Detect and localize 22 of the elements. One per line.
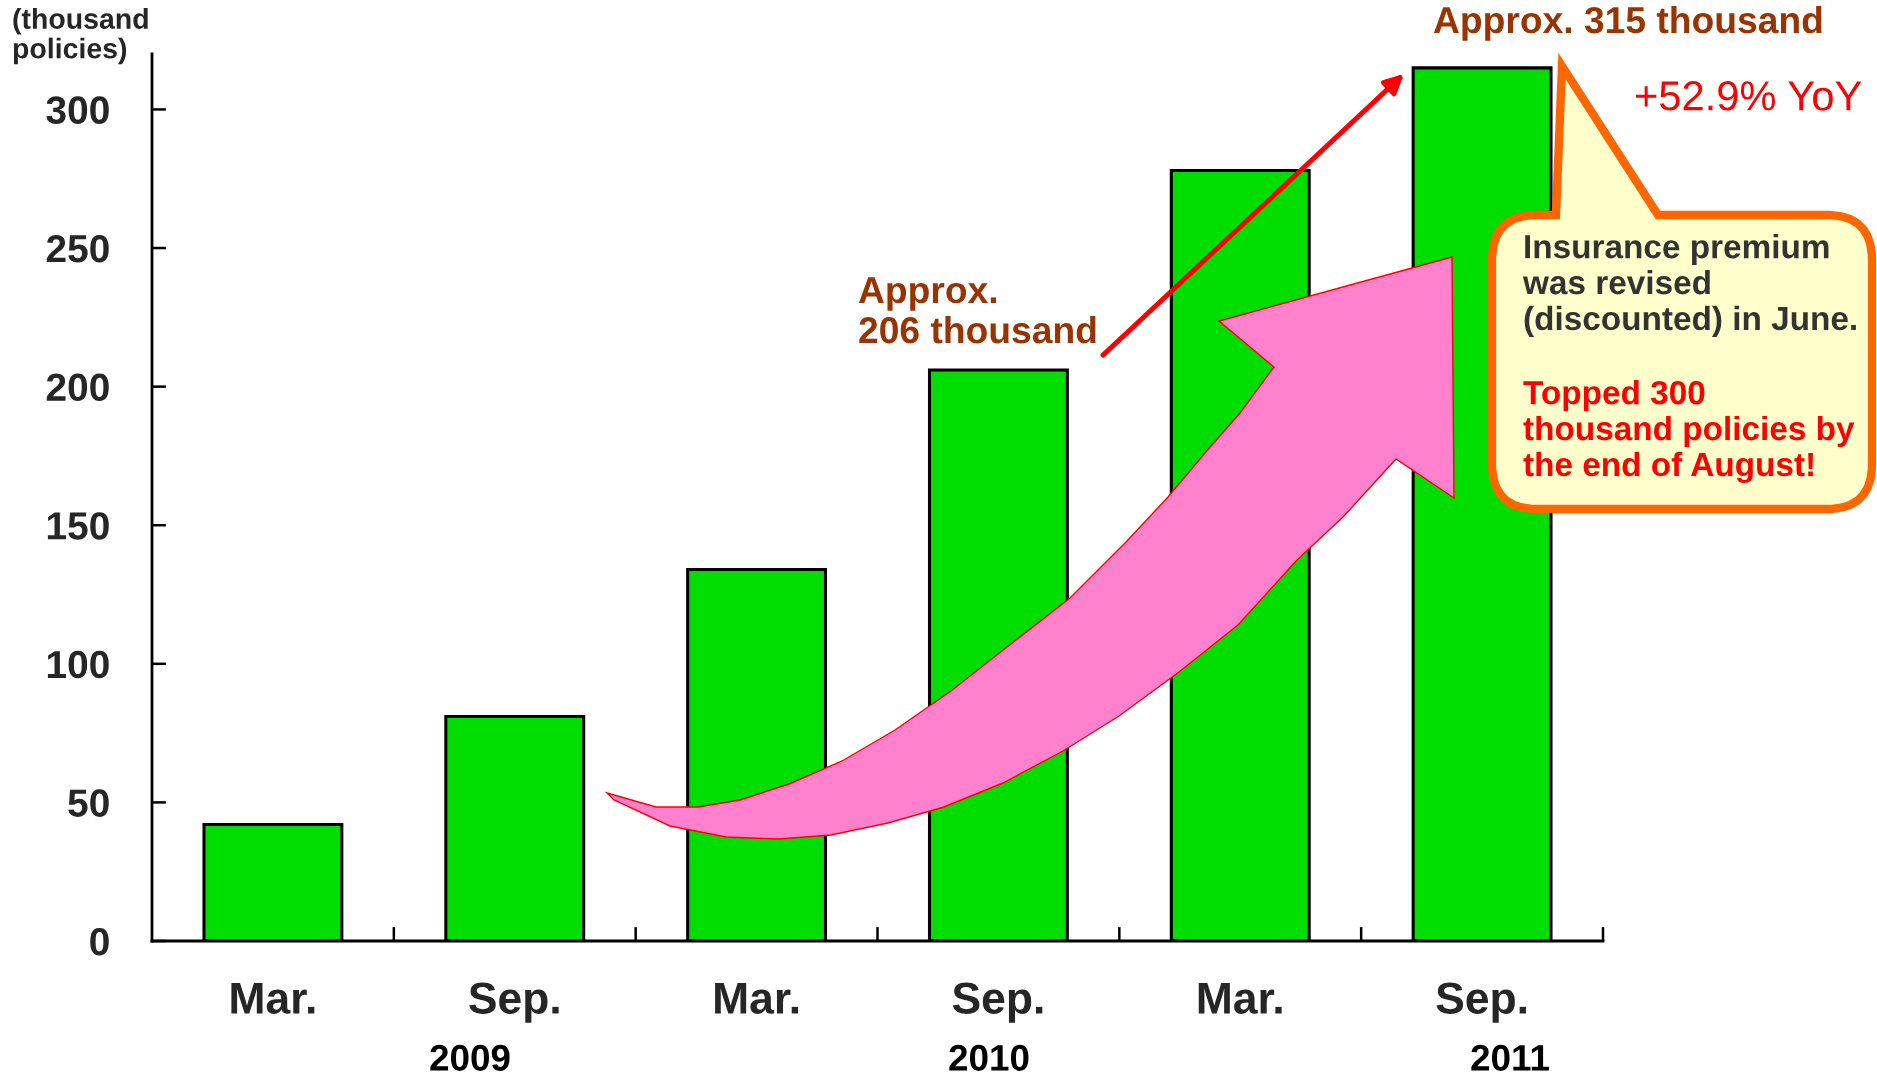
text: 2009 (430, 1044, 510, 1071)
y-tick-label: 150 (47, 512, 109, 540)
y-axis-title: (thousand policies) (13, 8, 148, 65)
text: 2010 (949, 1044, 1029, 1071)
y-tick-label: 250 (46, 234, 109, 263)
y-tick-label: 0 (90, 927, 109, 956)
x-tick-label: Sep. (1436, 982, 1526, 1023)
annotation: Approx. 206 thousand (858, 277, 1096, 344)
text: +52.9% YoY (1636, 81, 1862, 111)
text: 2011 (1471, 1044, 1549, 1071)
annotation: Topped 300 thousand policies by the end of August! (1523, 380, 1855, 484)
y-tick-label: 300 (46, 96, 109, 124)
x-tick-label: Mar. (1198, 982, 1282, 1014)
x-tick-label: Sep. (952, 982, 1043, 1023)
annotation: Insurance premium was revised (discounted) in June. (1522, 234, 1856, 337)
x-tick-label: Mar. (715, 982, 798, 1014)
y-tick-label: 200 (46, 373, 109, 402)
x-tick-label: Sep. (469, 982, 559, 1023)
y-tick-label: 100 (47, 650, 109, 679)
y-tick-label: 50 (68, 789, 109, 817)
text: Approx. 315 thousand (1433, 6, 1822, 41)
x-tick-label: Mar. (231, 982, 315, 1014)
